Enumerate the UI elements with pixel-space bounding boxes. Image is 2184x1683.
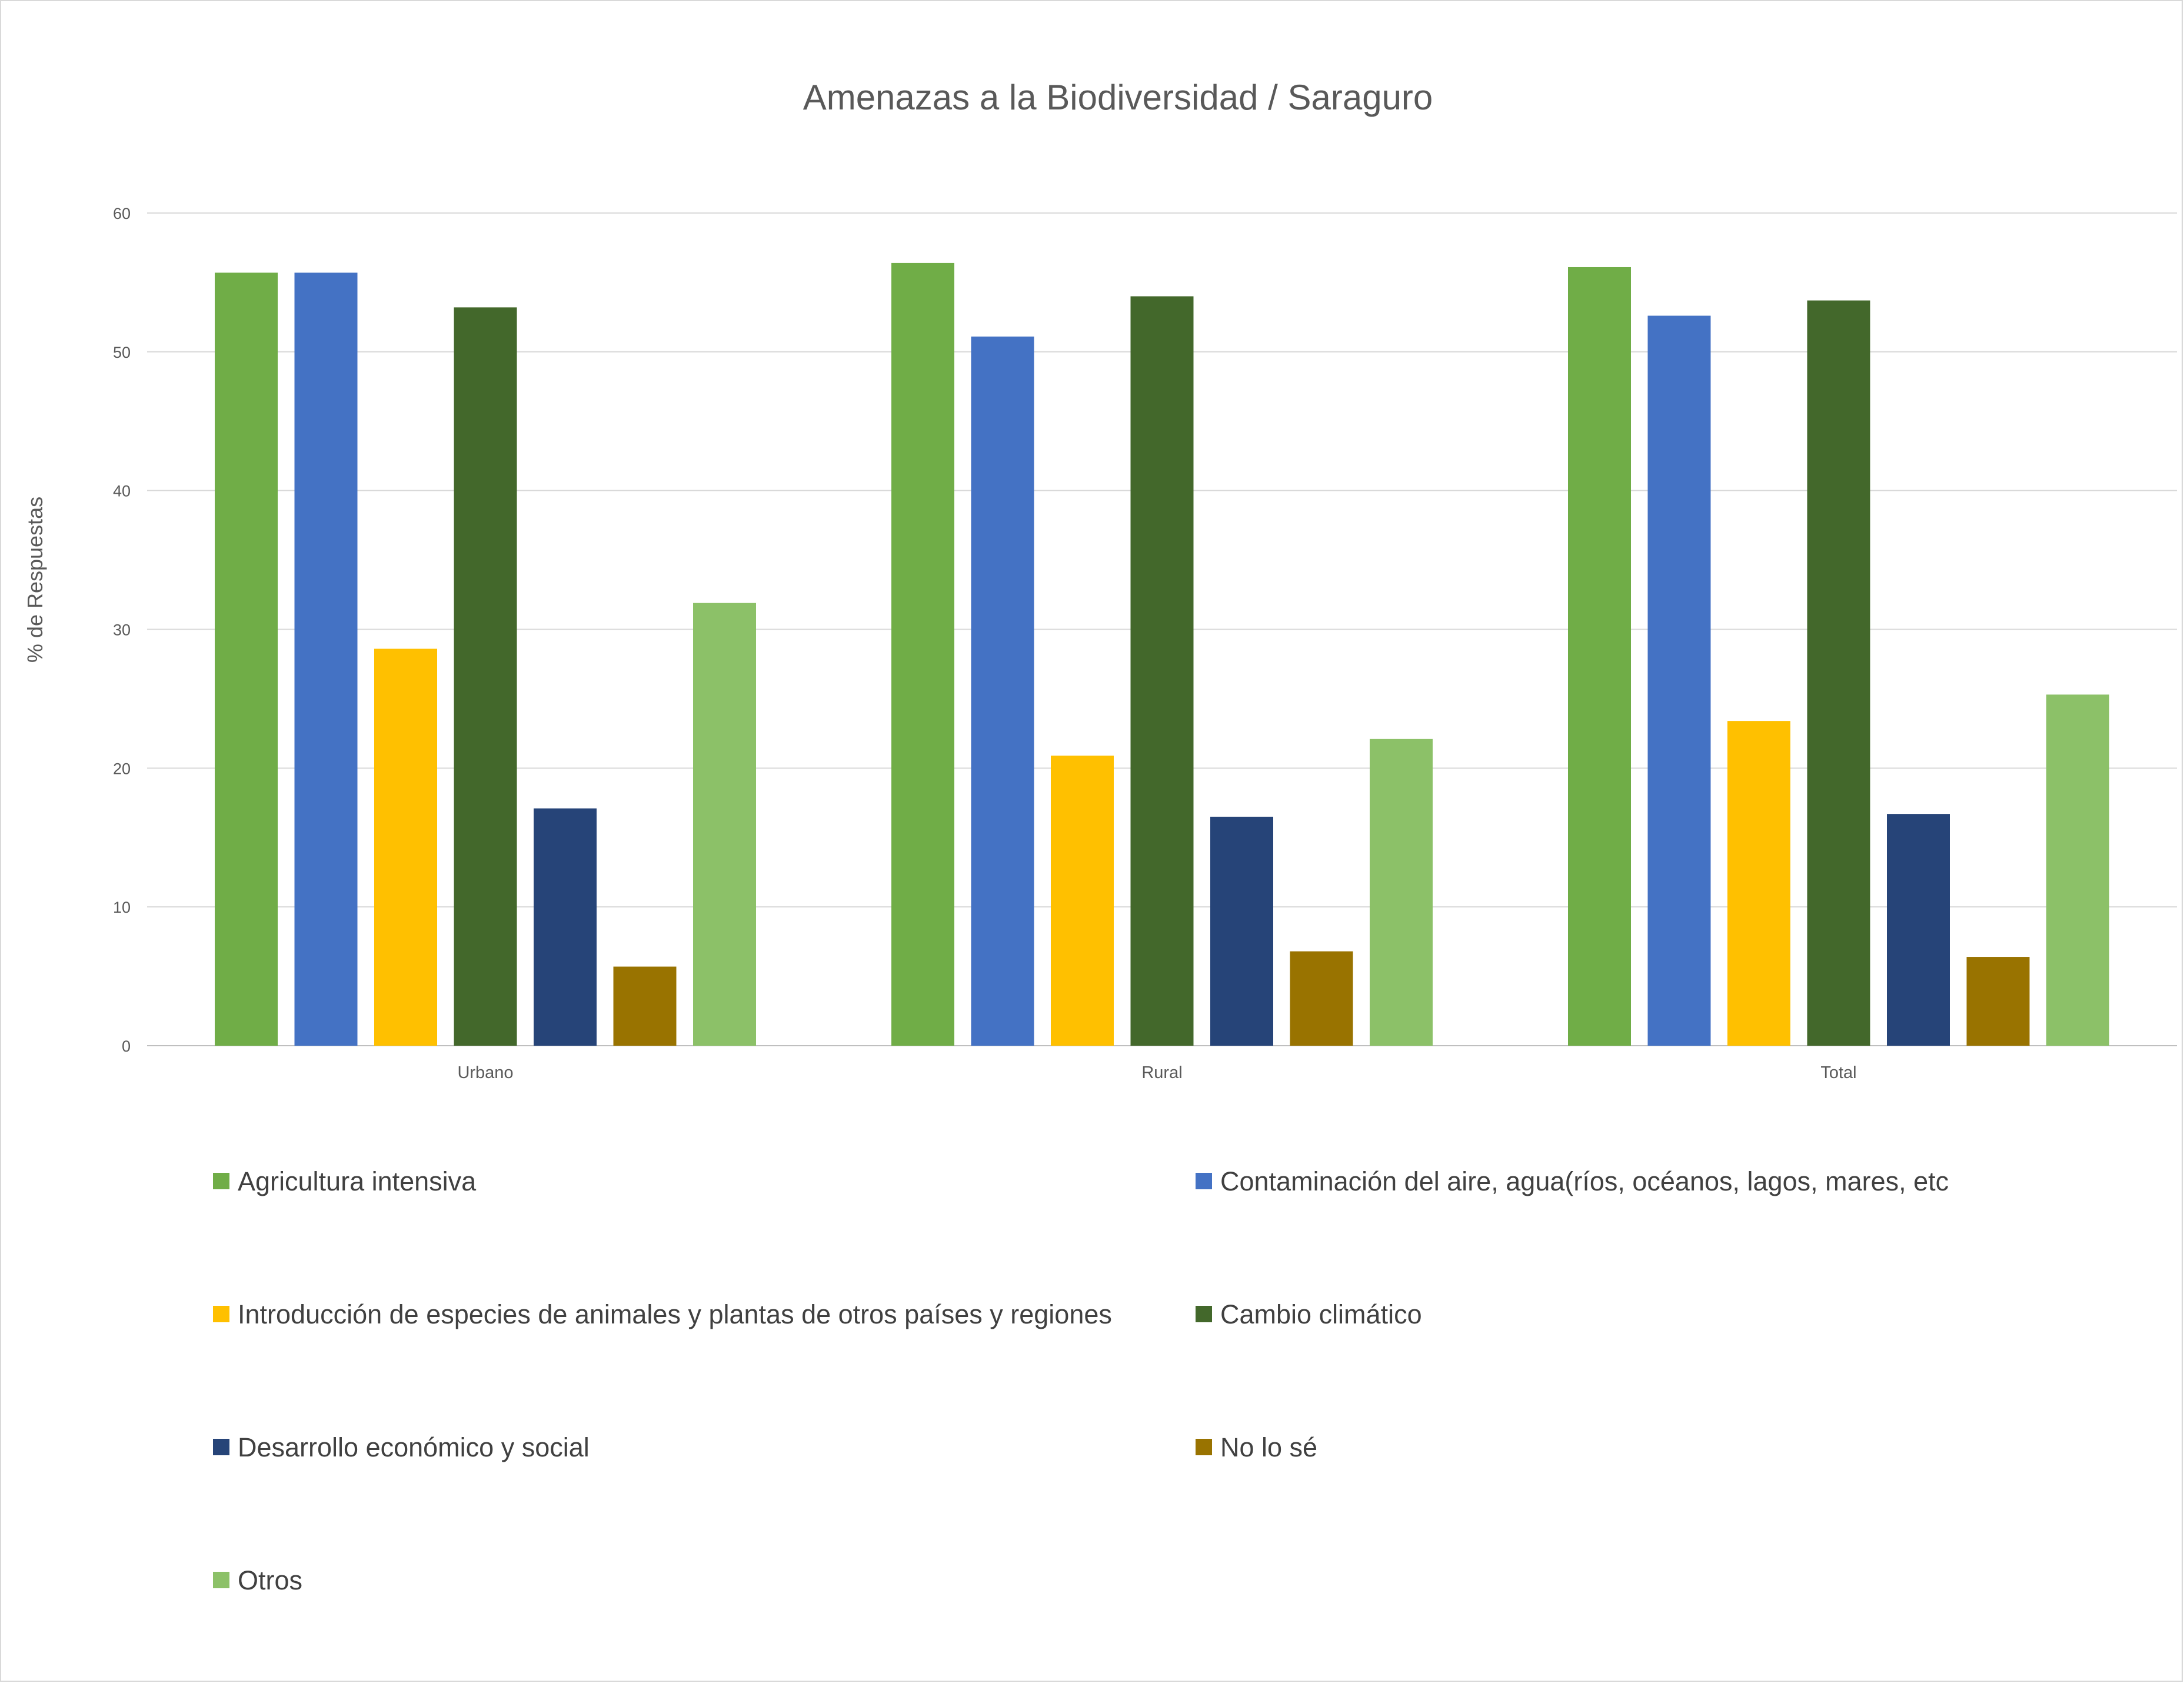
bar xyxy=(534,808,597,1046)
bar xyxy=(215,272,278,1046)
y-tick-label: 20 xyxy=(113,760,131,777)
x-tick-label: Total xyxy=(1820,1063,1856,1082)
bar xyxy=(2046,694,2109,1046)
bar xyxy=(891,262,954,1046)
y-tick-label: 0 xyxy=(122,1037,131,1055)
legend-label: No lo sé xyxy=(1220,1432,1317,1462)
bar xyxy=(1370,739,1433,1046)
y-axis-label: % de Respuestas xyxy=(23,497,47,663)
legend-swatch xyxy=(213,1439,229,1455)
legend-label: Introducción de especies de animales y p… xyxy=(238,1299,1112,1329)
bar xyxy=(1887,814,1950,1046)
chart-title: Amenazas a la Biodiversidad / Saraguro xyxy=(803,78,1433,117)
x-tick-label: Rural xyxy=(1141,1063,1182,1082)
bar xyxy=(693,603,756,1046)
bar xyxy=(1647,315,1711,1046)
bar xyxy=(613,966,677,1046)
bar xyxy=(1727,721,1790,1046)
x-axis: Urbano Rural Total xyxy=(457,1063,1856,1082)
y-tick-label: 10 xyxy=(113,899,131,916)
bar xyxy=(1051,756,1114,1046)
legend-label: Otros xyxy=(238,1565,302,1595)
legend-swatch xyxy=(213,1572,229,1588)
bar xyxy=(1966,957,2030,1046)
bar xyxy=(1807,300,1870,1046)
bar xyxy=(374,648,437,1046)
legend-swatch xyxy=(213,1306,229,1322)
bar xyxy=(971,336,1034,1046)
bar xyxy=(294,272,358,1046)
bars xyxy=(215,262,2109,1046)
y-tick-label: 40 xyxy=(113,483,131,500)
legend-label: Agricultura intensiva xyxy=(238,1166,477,1196)
legend-swatch xyxy=(1196,1439,1212,1455)
x-tick-label: Urbano xyxy=(457,1063,513,1082)
legend-swatch xyxy=(213,1173,229,1189)
legend-swatch xyxy=(1196,1173,1212,1189)
legend-label: Contaminación del aire, agua(ríos, océan… xyxy=(1220,1166,1949,1196)
y-tick-label: 30 xyxy=(113,621,131,639)
bar xyxy=(1568,267,1631,1046)
legend-label: Cambio climático xyxy=(1220,1299,1422,1329)
bar xyxy=(1130,296,1194,1046)
bar xyxy=(1290,951,1353,1046)
legend-swatch xyxy=(1196,1306,1212,1322)
y-tick-label: 50 xyxy=(113,344,131,361)
legend-label: Desarrollo económico y social xyxy=(238,1432,590,1462)
bar xyxy=(454,307,517,1046)
bar xyxy=(1210,816,1273,1046)
y-tick-label: 60 xyxy=(113,205,131,222)
legend: Agricultura intensiva Contaminación del a… xyxy=(213,1166,1949,1595)
